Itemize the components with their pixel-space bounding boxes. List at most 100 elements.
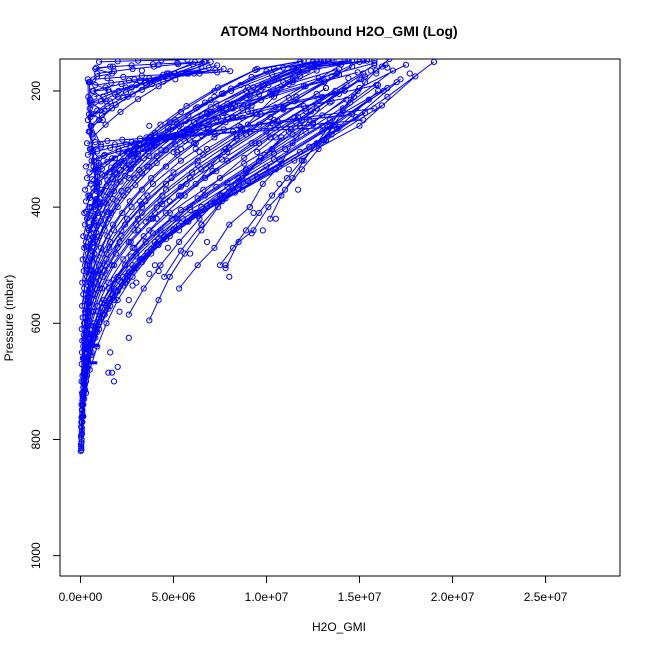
series-line-74 <box>219 125 334 266</box>
data-point-65-4 <box>175 61 182 68</box>
scatter-point-0 <box>105 369 112 376</box>
y-tick-label-4: 1000 <box>29 542 43 569</box>
data-point-70-6 <box>276 163 283 170</box>
data-point-66-5 <box>201 59 208 65</box>
data-point-1-13 <box>356 122 363 129</box>
scatter-point-19 <box>211 93 218 100</box>
scatter-point-54 <box>153 215 160 222</box>
data-point-81-5 <box>194 195 201 202</box>
data-point-66-0 <box>93 64 100 71</box>
data-point-14-9 <box>270 156 278 163</box>
scatter-point-45 <box>226 273 233 280</box>
data-point-51-9 <box>298 116 305 124</box>
data-point-71-5 <box>215 204 222 211</box>
scatter-point-44 <box>222 262 229 269</box>
dense-cluster-point-70 <box>88 122 95 129</box>
data-point-34-3 <box>118 187 125 194</box>
data-point-73-3 <box>218 198 225 205</box>
scatter-point-60 <box>190 140 198 147</box>
data-point-69-7 <box>96 201 104 208</box>
data-point-22-8 <box>233 133 240 140</box>
data-point-58-2 <box>120 94 127 102</box>
data-point-13-9 <box>241 160 248 167</box>
data-point-70-5 <box>259 180 266 187</box>
data-point-79-8 <box>296 122 304 129</box>
dense-cluster-point-54 <box>91 211 99 218</box>
data-point-7-5 <box>112 288 119 295</box>
x-tick-label-3: 1.5e+07 <box>338 590 382 604</box>
scatter-point-14 <box>176 227 183 234</box>
data-point-64-5 <box>185 70 192 77</box>
data-point-82-1 <box>278 192 285 199</box>
scatter-point-59 <box>174 148 181 155</box>
dense-cluster-point-30 <box>84 322 91 329</box>
data-point-78-5 <box>242 131 250 138</box>
data-point-38-3 <box>122 172 129 179</box>
data-point-51-3 <box>122 141 130 148</box>
data-point-42-0 <box>86 204 93 211</box>
y-tick-label-2: 600 <box>29 313 43 333</box>
data-point-72-5 <box>270 93 278 100</box>
scatter-point-72 <box>373 70 380 77</box>
series-line-75 <box>256 64 386 153</box>
data-point-31-0 <box>80 267 87 275</box>
dense-cluster-point-36 <box>86 294 93 301</box>
data-point-27-0 <box>80 291 87 298</box>
data-point-45-7 <box>198 113 205 120</box>
data-point-82-7 <box>354 87 361 95</box>
dense-cluster-point-45 <box>89 252 96 259</box>
data-point-81-2 <box>138 256 145 263</box>
dense-cluster-point-63 <box>94 173 101 180</box>
dense-cluster-point-18 <box>80 371 87 378</box>
data-point-24-8 <box>244 121 251 128</box>
data-point-13-5 <box>120 256 127 263</box>
data-point-60-2 <box>115 87 122 95</box>
data-point-2-13 <box>384 93 391 100</box>
dense-cluster-point-13 <box>80 393 87 400</box>
data-point-81-4 <box>174 215 181 222</box>
data-point-63-1 <box>108 79 115 86</box>
data-point-53-10 <box>336 123 343 131</box>
x-tick-label-0: 0.0e+00 <box>59 590 103 604</box>
dense-cluster-point-77 <box>105 86 112 93</box>
data-point-28-6 <box>162 147 170 154</box>
data-point-51-8 <box>256 121 263 128</box>
dense-cluster-point-74 <box>86 99 93 106</box>
data-point-53-0 <box>83 140 91 147</box>
series-line-76 <box>225 128 338 269</box>
data-point-57-6 <box>189 61 197 68</box>
data-point-43-9 <box>285 80 292 88</box>
data-point-51-7 <box>220 126 227 133</box>
data-point-71-7 <box>256 157 263 164</box>
data-point-11-8 <box>211 199 218 206</box>
data-point-34-2 <box>104 208 111 215</box>
data-point-50-6 <box>205 129 212 136</box>
data-point-83-0 <box>321 137 328 144</box>
data-point-9-12 <box>384 84 391 92</box>
data-point-11-11 <box>362 109 369 117</box>
data-point-81-6 <box>216 175 224 182</box>
data-point-22-6 <box>162 180 170 187</box>
data-point-18-8 <box>218 156 225 163</box>
data-point-69-2 <box>87 114 94 121</box>
data-point-54-3 <box>135 96 142 103</box>
data-point-16-5 <box>125 238 132 246</box>
data-point-7-12 <box>378 102 385 109</box>
data-point-28-0 <box>81 285 88 292</box>
data-point-46-3 <box>129 152 136 160</box>
scatter-point-64 <box>114 93 121 100</box>
data-point-41-10 <box>317 59 324 64</box>
series-line-53 <box>86 126 340 144</box>
data-point-70-0 <box>176 285 183 292</box>
data-point-40-0 <box>83 215 91 222</box>
scatter-point-7 <box>125 297 132 304</box>
data-point-81-3 <box>155 236 162 243</box>
series-line-81 <box>113 116 299 301</box>
dense-cluster-point-57 <box>92 201 99 208</box>
scatter-point-74 <box>384 64 391 71</box>
data-point-71-6 <box>235 180 242 187</box>
series-line-73 <box>163 84 347 278</box>
dense-cluster-point-80 <box>94 73 101 80</box>
data-point-46-2 <box>112 162 119 169</box>
series-line-72 <box>195 61 314 185</box>
